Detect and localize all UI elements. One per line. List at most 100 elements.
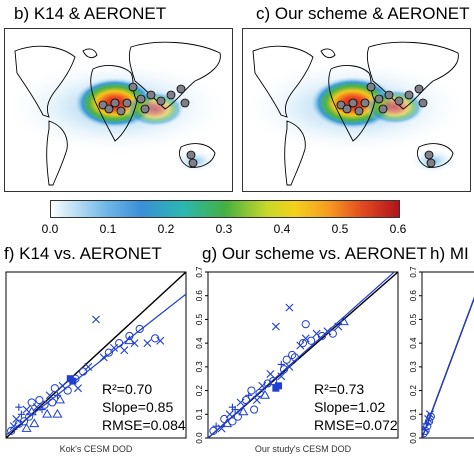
y-tick-label: 0.1 bbox=[409, 408, 418, 420]
aeronet-sites bbox=[98, 82, 198, 168]
data-point bbox=[250, 405, 259, 414]
y-tick-label: 0.4 bbox=[409, 337, 418, 349]
y-tick-label: 0.2 bbox=[195, 384, 204, 396]
data-point bbox=[21, 423, 32, 432]
data-point bbox=[151, 334, 160, 343]
data-point bbox=[301, 320, 310, 329]
data-point bbox=[252, 396, 261, 405]
stats-label: RMSE=0.072 bbox=[314, 417, 398, 433]
data-point bbox=[14, 419, 23, 428]
data-point bbox=[125, 331, 134, 341]
data-point bbox=[79, 367, 88, 376]
data-point bbox=[42, 408, 53, 418]
data-point bbox=[312, 329, 321, 338]
data-point bbox=[120, 346, 129, 355]
plot-frame bbox=[207, 271, 399, 439]
plot-area bbox=[208, 272, 398, 438]
dust-plume-asia bbox=[365, 89, 425, 125]
data-point bbox=[259, 389, 271, 399]
y-tick-label: 0.3 bbox=[409, 361, 418, 373]
data-point bbox=[423, 422, 432, 431]
plot-frame bbox=[5, 271, 187, 439]
map-c-canvas bbox=[243, 41, 470, 186]
data-point bbox=[209, 426, 218, 435]
data-point bbox=[17, 410, 26, 418]
data-point bbox=[104, 348, 113, 357]
data-point bbox=[422, 426, 430, 435]
data-point bbox=[135, 324, 144, 334]
data-point bbox=[424, 417, 434, 426]
data-point bbox=[115, 339, 124, 348]
scatter-panel-h: 0.0 0.1 0.2 0.3 0.4 0.5 0.6 0.7 bbox=[409, 266, 474, 444]
data-point bbox=[275, 382, 283, 390]
stats-label: R²=0.70 bbox=[102, 381, 152, 397]
colorbar-tick: 0.6 bbox=[389, 222, 407, 236]
data-point bbox=[233, 412, 242, 421]
y-tick-label: 0.6 bbox=[195, 290, 204, 302]
data-point bbox=[220, 414, 229, 424]
data-point bbox=[269, 376, 278, 386]
data-point bbox=[217, 424, 226, 433]
x-axis-label: Kok's CESM DOD bbox=[60, 444, 133, 454]
y-tick-label: 0.2 bbox=[409, 384, 418, 396]
data-point bbox=[338, 316, 349, 326]
data-point bbox=[130, 339, 139, 348]
data-point bbox=[29, 418, 40, 428]
data-point bbox=[12, 415, 21, 424]
data-point bbox=[426, 412, 435, 421]
data-point bbox=[27, 398, 36, 407]
map-b-title: b) K14 & AERONET bbox=[14, 4, 167, 23]
data-point bbox=[255, 388, 264, 398]
data-point bbox=[271, 322, 280, 331]
data-point bbox=[45, 391, 54, 400]
data-point bbox=[9, 422, 18, 431]
data-point bbox=[263, 379, 272, 388]
data-point bbox=[52, 408, 63, 418]
data-point bbox=[317, 331, 327, 341]
data-point bbox=[84, 362, 93, 371]
data-point bbox=[156, 336, 165, 345]
regression-line bbox=[6, 293, 186, 436]
map-c-title: c) Our scheme & AERONET bbox=[256, 4, 470, 23]
y-tick-label: 0.3 bbox=[195, 361, 204, 373]
colorbar-tick: 0.0 bbox=[41, 222, 59, 236]
y-tick-label: 0.5 bbox=[409, 313, 418, 325]
regression-line bbox=[208, 272, 396, 438]
data-point bbox=[40, 400, 49, 409]
y-tick-label: 0.1 bbox=[195, 408, 204, 420]
data-point bbox=[301, 334, 310, 343]
plot-frame bbox=[421, 271, 474, 439]
data-point bbox=[298, 339, 308, 348]
data-point bbox=[19, 417, 29, 426]
scatter-g-title: g) Our scheme vs. AERONET bbox=[202, 244, 427, 263]
x-axis-label: Our study's CESM DOD bbox=[255, 444, 352, 454]
data-point bbox=[236, 398, 245, 407]
y-tick-label: 0.4 bbox=[195, 337, 204, 349]
data-point bbox=[288, 350, 297, 360]
data-point bbox=[285, 303, 294, 312]
colorbar-tick: 0.1 bbox=[99, 222, 117, 236]
data-point bbox=[266, 369, 275, 378]
data-point bbox=[328, 329, 337, 338]
data-point bbox=[277, 372, 286, 381]
data-point bbox=[285, 362, 294, 371]
aeronet-sites bbox=[336, 82, 436, 168]
data-point bbox=[307, 336, 316, 345]
stats-label: Slope=1.02 bbox=[314, 399, 385, 415]
colorbar bbox=[50, 200, 400, 218]
y-tick-label: 0.7 bbox=[195, 266, 204, 278]
data-point bbox=[7, 426, 16, 435]
data-point bbox=[15, 403, 23, 411]
data-point bbox=[25, 412, 34, 421]
stats-label: R²=0.73 bbox=[314, 381, 364, 397]
map-c bbox=[242, 28, 471, 192]
y-tick-label: 0.5 bbox=[195, 313, 204, 325]
y-tick-label: 0.7 bbox=[409, 266, 418, 278]
data-point bbox=[54, 394, 66, 404]
colorbar-tick: 0.3 bbox=[215, 222, 233, 236]
data-point bbox=[228, 417, 237, 426]
data-point bbox=[63, 386, 72, 395]
data-point bbox=[48, 398, 57, 407]
data-point bbox=[238, 406, 249, 416]
data-point bbox=[26, 406, 37, 416]
